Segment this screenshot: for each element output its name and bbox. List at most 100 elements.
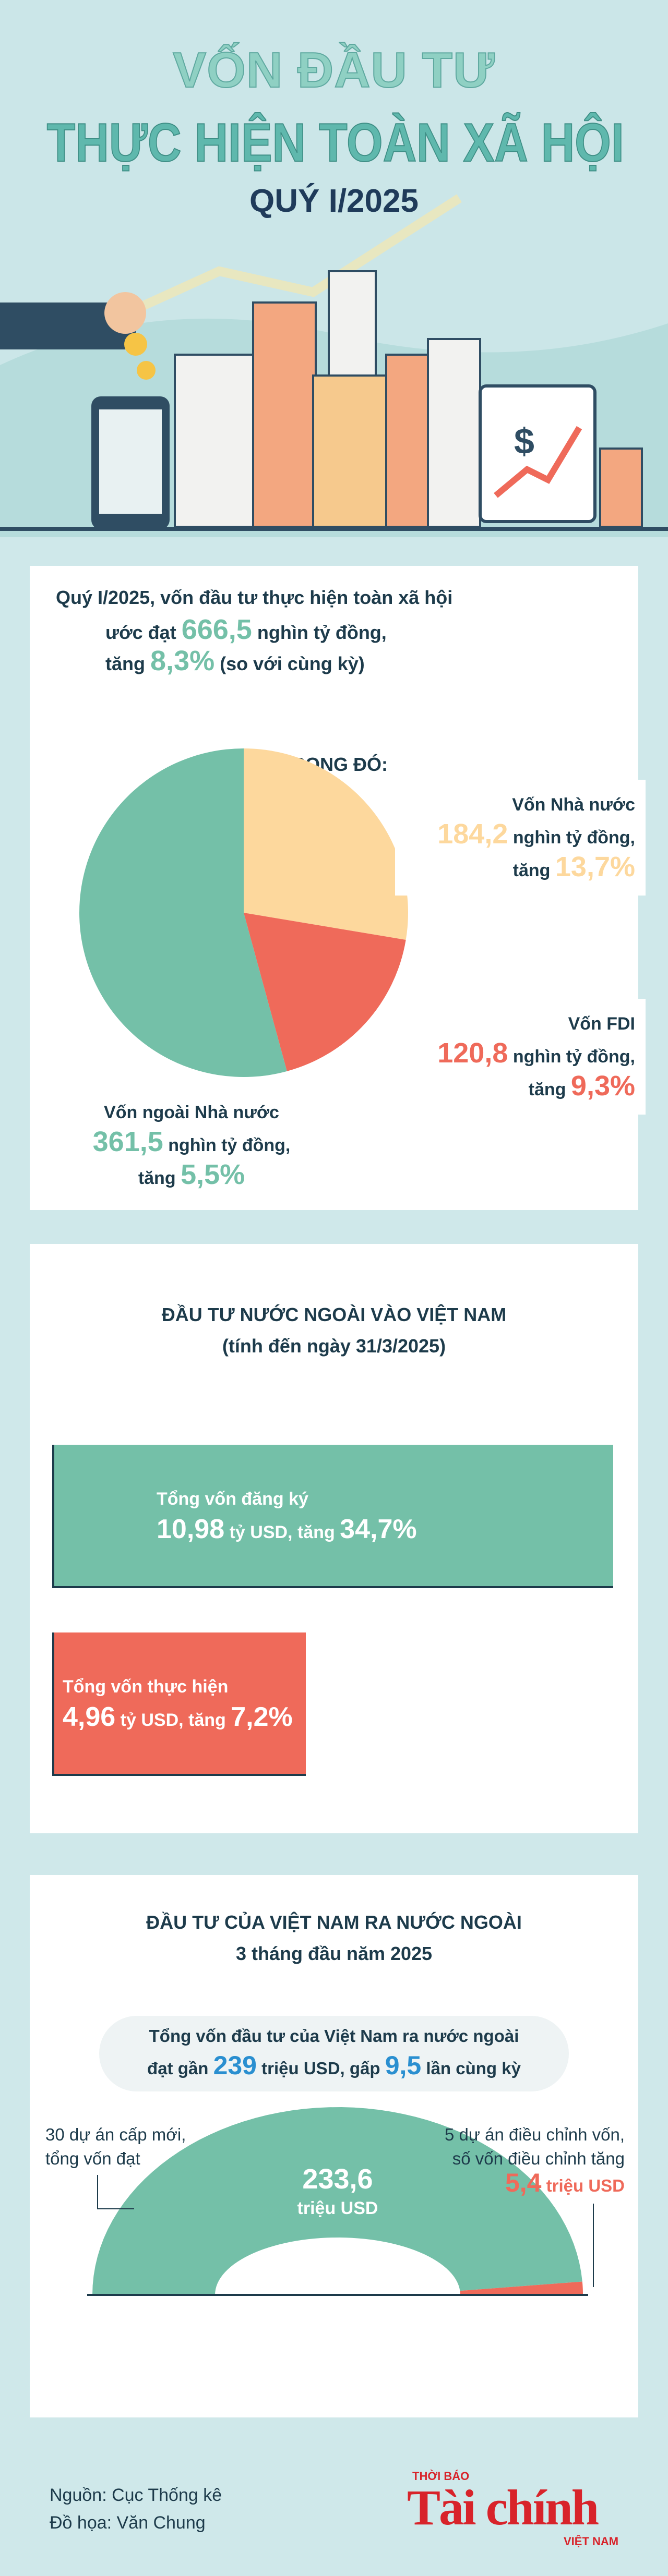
section-title: ĐẦU TƯ CỦA VIỆT NAM RA NƯỚC NGOÀI [146, 1912, 522, 1933]
category-label: 30 dự án cấp mới, tổng vốn đạt [45, 2123, 218, 2171]
summary-line: tăng 8,3% (so với cùng kỳ) [105, 645, 365, 680]
text: triệu USD, gấp [261, 2059, 380, 2078]
note-line: đạt gần 239 triệu USD, gấp 9,5 lần cùng … [99, 2050, 569, 2084]
bar-label: Tổng vốn thực hiện 4,96 tỷ USD, tăng 7,2% [63, 1672, 293, 1735]
semicircle-chart [87, 2107, 594, 2296]
change-line: tăng 9,3% [405, 1071, 635, 1104]
change-label: 7,2% [231, 1702, 293, 1732]
note-multiple: 9,5 [385, 2051, 422, 2080]
document [479, 384, 597, 523]
value-line: 361,5 nghìn tỷ đồng, [71, 1127, 312, 1160]
change-line: tăng 5,5% [71, 1160, 312, 1193]
value-line: 184,2 nghìn tỷ đồng, [405, 819, 635, 852]
building [312, 374, 387, 528]
period: QUÝ I/2025 [249, 183, 419, 219]
bar [52, 1445, 613, 1588]
pie-chart [79, 748, 408, 1077]
value-line: 4,96 tỷ USD, tăng 7,2% [63, 1702, 293, 1735]
category-label: 5 dự án điều chỉnh vốn, số vốn điều chỉn… [432, 2123, 625, 2198]
text: lần cùng kỳ [426, 2059, 521, 2078]
category-label: 5 dự án điều chỉnh vốn, số vốn điều chỉn… [444, 2125, 625, 2168]
title: THỰC HIỆN TOÀN XÃ HỘI [46, 112, 625, 174]
value-line: 10,98 tỷ USD, tăng 34,7% [157, 1514, 417, 1547]
category-label: 30 dự án cấp mới, tổng vốn đạt [45, 2125, 186, 2168]
semicircle-segment [92, 2107, 582, 2295]
logo-top: THỜI BÁO [412, 2470, 470, 2483]
value-label: 10,98 [157, 1514, 225, 1544]
card-bar: ĐẦU TƯ NƯỚC NGOÀI VÀO VIỆT NAM (tính đến… [30, 1244, 638, 1833]
text: (so với cùng kỳ) [220, 653, 365, 674]
text: tăng [105, 653, 145, 674]
change-label: 13,7% [555, 851, 635, 882]
value-line: 120,8 nghìn tỷ đồng, [405, 1038, 635, 1071]
trend-arrow [102, 194, 462, 328]
text: ước đạt [105, 622, 176, 643]
building [427, 338, 481, 528]
dollar-icon: $ [514, 421, 534, 462]
category-label: Vốn ngoài Nhà nước [104, 1103, 279, 1122]
change-label: 9,3% [570, 1070, 635, 1102]
card-pie: Quý I/2025, vốn đầu tư thực hiện toàn xã… [30, 566, 646, 1210]
change-prefix: tăng [528, 1080, 566, 1099]
pie-slice [244, 913, 406, 1071]
logo: Tài chính [407, 2480, 599, 2535]
unit: triệu USD [297, 2198, 378, 2218]
change-line: tăng 13,7% [405, 852, 635, 885]
value-label: 4,96 [63, 1702, 116, 1732]
title: VỐN ĐẦU TƯ [172, 42, 495, 99]
summary-line: Quý I/2025, vốn đầu tư thực hiện toàn xã… [56, 587, 453, 608]
category-label: Tổng vốn đăng ký [157, 1489, 308, 1509]
total: 666,5 [181, 614, 252, 645]
header-illustration: $ [0, 194, 668, 537]
coin [137, 361, 156, 380]
coin [124, 333, 147, 356]
bar [52, 1632, 306, 1776]
category-label: Vốn FDI [568, 1014, 635, 1034]
source: Nguồn: Cục Thống kê [50, 2485, 222, 2505]
value-label: 361,5 [92, 1126, 163, 1157]
section-subtitle: (tính đến ngày 31/3/2025) [222, 1335, 446, 1357]
bar-chart: Tổng vốn đăng ký 10,98 tỷ USD, tăng 34,7%… [30, 1244, 638, 1833]
building [174, 354, 254, 528]
note-total: 239 [213, 2051, 257, 2080]
building [385, 354, 434, 528]
unit: nghìn tỷ đồng, [168, 1135, 291, 1155]
note-pill [99, 2016, 569, 2091]
doc-arrow [494, 426, 582, 498]
section-title: ĐẦU TƯ NƯỚC NGOÀI VÀO VIỆT NAM [161, 1304, 507, 1325]
unit: tỷ USD, tăng [229, 1522, 335, 1542]
value-label: 5,4 [505, 2168, 542, 2197]
connector [97, 2175, 134, 2209]
pie-label: Vốn ngoài Nhà nước 361,5 nghìn tỷ đồng, tă… [61, 1087, 322, 1203]
value-label: 184,2 [437, 818, 508, 850]
building [252, 301, 317, 528]
unit: nghìn tỷ đồng, [512, 828, 635, 848]
change-label: 34,7% [340, 1514, 417, 1544]
pie-label: Vốn FDI 120,8 nghìn tỷ đồng, tăng 9,3% [395, 999, 646, 1115]
note-line: Tổng vốn đầu tư của Việt Nam ra nước ngo… [149, 2026, 519, 2046]
section-subtitle: 3 tháng đầu năm 2025 [235, 1943, 433, 1964]
ground [0, 527, 668, 531]
text: nghìn tỷ đồng, [257, 622, 387, 643]
building [599, 448, 643, 528]
unit: tỷ USD, tăng [120, 1710, 226, 1730]
summary-line: ước đạt 666,5 nghìn tỷ đồng, [105, 614, 387, 648]
value-label: 233,6 [302, 2163, 373, 2195]
unit: nghìn tỷ đồng, [512, 1047, 635, 1067]
pie-slice [79, 748, 287, 1077]
category-label: Vốn Nhà nước [512, 795, 635, 815]
value-line: 5,4 triệu USD [432, 2168, 625, 2198]
category-label: Tổng vốn thực hiện [63, 1677, 229, 1697]
text: đạt gần [147, 2059, 209, 2078]
change-label: 5,5% [181, 1159, 245, 1190]
credit: Đồ họa: Văn Chung [50, 2513, 206, 2533]
logo-bottom: VIỆT NAM [564, 2535, 619, 2548]
hand [104, 292, 146, 334]
header: $ VỐN ĐẦU TƯ THỰC HIỆN TOÀN XÃ HỘI QUÝ I… [0, 0, 668, 537]
card-semicircle: ĐẦU TƯ CỦA VIỆT NAM RA NƯỚC NGOÀI 3 thán… [30, 1875, 638, 2417]
change-prefix: tăng [138, 1168, 176, 1188]
pie-label: Vốn Nhà nước 184,2 nghìn tỷ đồng, tăng 13,… [395, 780, 646, 896]
phone-screen [99, 409, 162, 514]
change-prefix: tăng [512, 861, 551, 880]
